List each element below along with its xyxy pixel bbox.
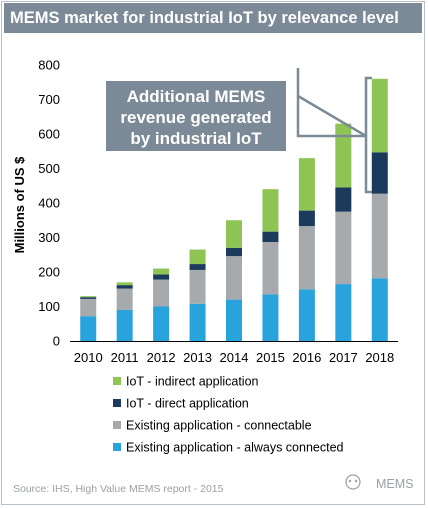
- wechat-icon: [345, 474, 361, 490]
- legend: IoT - indirect application IoT - direct a…: [113, 375, 344, 455]
- legend-label: IoT - direct application: [126, 397, 249, 411]
- legend-swatch: [113, 377, 121, 385]
- x-tick-label: 2016: [292, 350, 321, 365]
- annotation-box: [106, 81, 286, 151]
- wechat-icon-dot: [348, 479, 352, 483]
- bar-segment: [335, 123, 352, 188]
- y-tick-label: 700: [38, 92, 60, 107]
- x-tick-label: 2010: [74, 350, 103, 365]
- x-tick-label: 2012: [147, 350, 176, 365]
- bar-segment: [371, 193, 388, 279]
- y-tick-label: 500: [38, 161, 60, 176]
- x-tick-label: 2015: [256, 350, 285, 365]
- annotation-bracket-2018: [364, 76, 372, 194]
- bar-segment: [80, 316, 97, 341]
- x-tick-label: 2018: [365, 350, 394, 365]
- y-tick-label: 400: [38, 196, 60, 211]
- bar-segment: [262, 241, 279, 295]
- bar-segment: [116, 285, 133, 289]
- y-tick-label: 800: [38, 58, 60, 73]
- x-tick-label: 2014: [220, 350, 249, 365]
- bar-segment: [335, 187, 352, 212]
- annotation-callout: Additional MEMS revenue generated by ind…: [106, 68, 372, 194]
- annotation-bracket: [296, 68, 366, 138]
- annotation-line-2: revenue generated: [120, 108, 271, 127]
- bar-segment: [116, 288, 133, 310]
- source-note: Source: IHS, High Value MEMS report - 20…: [13, 483, 224, 495]
- x-tick-label: 2011: [111, 350, 139, 365]
- bar-segment: [189, 249, 206, 265]
- bar-segment: [80, 296, 97, 298]
- y-tick-label: 600: [38, 127, 60, 142]
- bar-segment: [226, 220, 242, 248]
- bar-segment: [371, 278, 388, 341]
- x-tick-label: 2013: [183, 350, 212, 365]
- watermark: MEMS: [345, 474, 414, 491]
- bars: [80, 78, 388, 341]
- bar-segment: [371, 78, 388, 153]
- bar-segment: [335, 284, 352, 341]
- y-axis-ticks: 0 100 200 300 400 500 600 700 800: [38, 58, 60, 349]
- bar-segment: [153, 274, 170, 280]
- bar-segment: [298, 158, 315, 211]
- bar-segment: [335, 211, 352, 285]
- x-tick-label: 2017: [329, 350, 358, 365]
- x-axis-ticks: 2010 2011 2012 2013 2014 2015 2016 2017 2018: [74, 350, 394, 365]
- annotation-line-1: Additional MEMS: [127, 87, 266, 106]
- bar-segment: [298, 226, 315, 290]
- bar-segment: [262, 294, 279, 341]
- wechat-icon-dot-2: [354, 479, 358, 483]
- y-axis-label: Millions of US $: [12, 156, 27, 254]
- bar-segment: [226, 256, 242, 300]
- y-tick-label: 200: [38, 265, 60, 280]
- bar-segment: [153, 279, 170, 307]
- bar-segment: [226, 299, 242, 341]
- bar-segment: [262, 231, 279, 242]
- bar-segment: [298, 210, 315, 227]
- legend-swatch: [113, 399, 121, 407]
- bar-segment: [153, 268, 170, 275]
- bar-segment: [298, 289, 315, 341]
- bar-segment: [116, 309, 133, 341]
- bar-segment: [153, 306, 170, 341]
- legend-swatch: [113, 421, 121, 429]
- bar-segment: [262, 189, 279, 232]
- legend-label: Existing application - connectable: [126, 419, 312, 433]
- bar-segment: [189, 264, 206, 270]
- bar-segment: [371, 152, 388, 194]
- legend-label: IoT - indirect application: [126, 375, 259, 389]
- legend-swatch: [113, 443, 121, 451]
- bar-segment: [80, 297, 97, 299]
- y-tick-label: 300: [38, 230, 60, 245]
- bar-segment: [226, 247, 242, 257]
- annotation-line-3: by industrial IoT: [130, 129, 262, 148]
- bar-segment: [116, 282, 133, 286]
- title-bar: MEMS market for industrial IoT by releva…: [4, 3, 422, 33]
- legend-label: Existing application - always connected: [126, 441, 344, 455]
- y-tick-label: 100: [38, 299, 60, 314]
- watermark-text: MEMS: [376, 477, 414, 491]
- chart-title: MEMS market for industrial IoT by releva…: [10, 8, 399, 27]
- bar-segment: [80, 298, 97, 317]
- bar-segment: [189, 269, 206, 304]
- y-tick-label: 0: [53, 334, 60, 349]
- annotation-pointer: [297, 94, 367, 138]
- bar-segment: [189, 303, 206, 341]
